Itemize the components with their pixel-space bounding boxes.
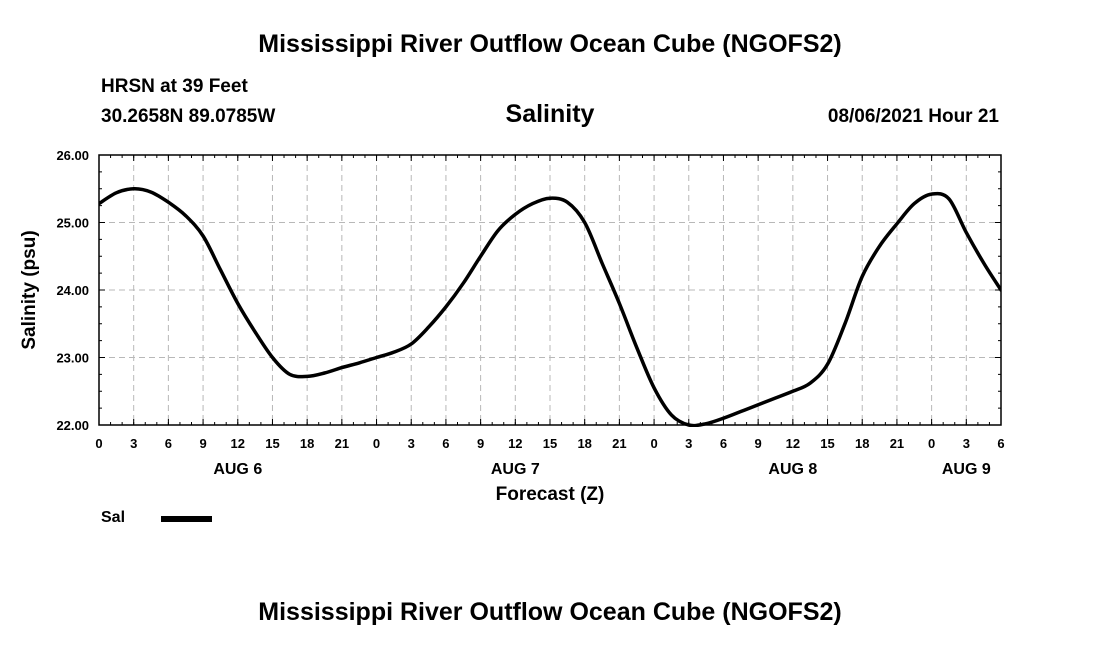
x-tick-label: 21 (335, 436, 349, 451)
x-tick-label: 0 (373, 436, 380, 451)
x-tick-label: 6 (720, 436, 727, 451)
x-tick-label: 15 (543, 436, 557, 451)
x-axis-label: Forecast (Z) (496, 484, 605, 505)
x-tick-label: 15 (265, 436, 279, 451)
chart-title: Salinity (505, 100, 595, 128)
y-tick-label: 25.00 (56, 216, 89, 231)
x-tick-label: 3 (685, 436, 692, 451)
legend-label: Sal (101, 509, 126, 526)
y-tick-label: 26.00 (56, 148, 89, 163)
x-tick-label: 3 (963, 436, 970, 451)
x-tick-label: 0 (650, 436, 657, 451)
x-tick-label: 21 (612, 436, 626, 451)
x-tick-label: 6 (997, 436, 1004, 451)
y-tick-label: 22.00 (56, 418, 89, 433)
forecast-timestamp: 08/06/2021 Hour 21 (827, 106, 999, 127)
day-label: AUG 6 (213, 461, 262, 478)
x-tick-label: 12 (786, 436, 800, 451)
x-tick-label: 21 (890, 436, 904, 451)
station-label: HRSN at 39 Feet (101, 76, 248, 97)
day-labels: AUG 6 AUG 7 AUG 8 AUG 9 (213, 461, 991, 478)
x-tick-label: 3 (408, 436, 415, 451)
x-tick-label: 3 (130, 436, 137, 451)
y-axis-label: Salinity (psu) (19, 230, 40, 349)
footer-title: Mississippi River Outflow Ocean Cube (NG… (258, 598, 842, 626)
x-tick-label: 0 (95, 436, 102, 451)
grid-lines (99, 155, 1001, 425)
day-label: AUG 9 (942, 461, 991, 478)
x-tick-label: 6 (442, 436, 449, 451)
day-label: AUG 7 (491, 461, 540, 478)
main-title: Mississippi River Outflow Ocean Cube (NG… (258, 30, 842, 58)
legend-swatch (161, 516, 212, 522)
x-tick-label: 18 (577, 436, 591, 451)
x-tick-label: 18 (855, 436, 869, 451)
x-tick-label: 18 (300, 436, 314, 451)
x-tick-label: 9 (755, 436, 762, 451)
x-tick-label: 15 (820, 436, 834, 451)
x-tick-labels: 0 3 6 9 12 15 18 21 0 3 6 9 12 15 18 21 0 3 6 9 12 15 18 21 0 3 6 (95, 436, 1004, 451)
x-tick-label: 6 (165, 436, 172, 451)
station-coordinates: 30.2658N 89.0785W (101, 106, 276, 127)
x-tick-label: 9 (199, 436, 206, 451)
x-tick-label: 9 (477, 436, 484, 451)
y-tick-label: 23.00 (56, 351, 89, 366)
x-tick-label: 12 (508, 436, 522, 451)
series-line-sal (99, 187, 1001, 427)
x-tick-label: 12 (231, 436, 245, 451)
y-tick-labels: 22.00 23.00 24.00 25.00 26.00 (56, 148, 89, 433)
x-tick-label: 0 (928, 436, 935, 451)
y-tick-label: 24.00 (56, 283, 89, 298)
day-label: AUG 8 (768, 461, 817, 478)
